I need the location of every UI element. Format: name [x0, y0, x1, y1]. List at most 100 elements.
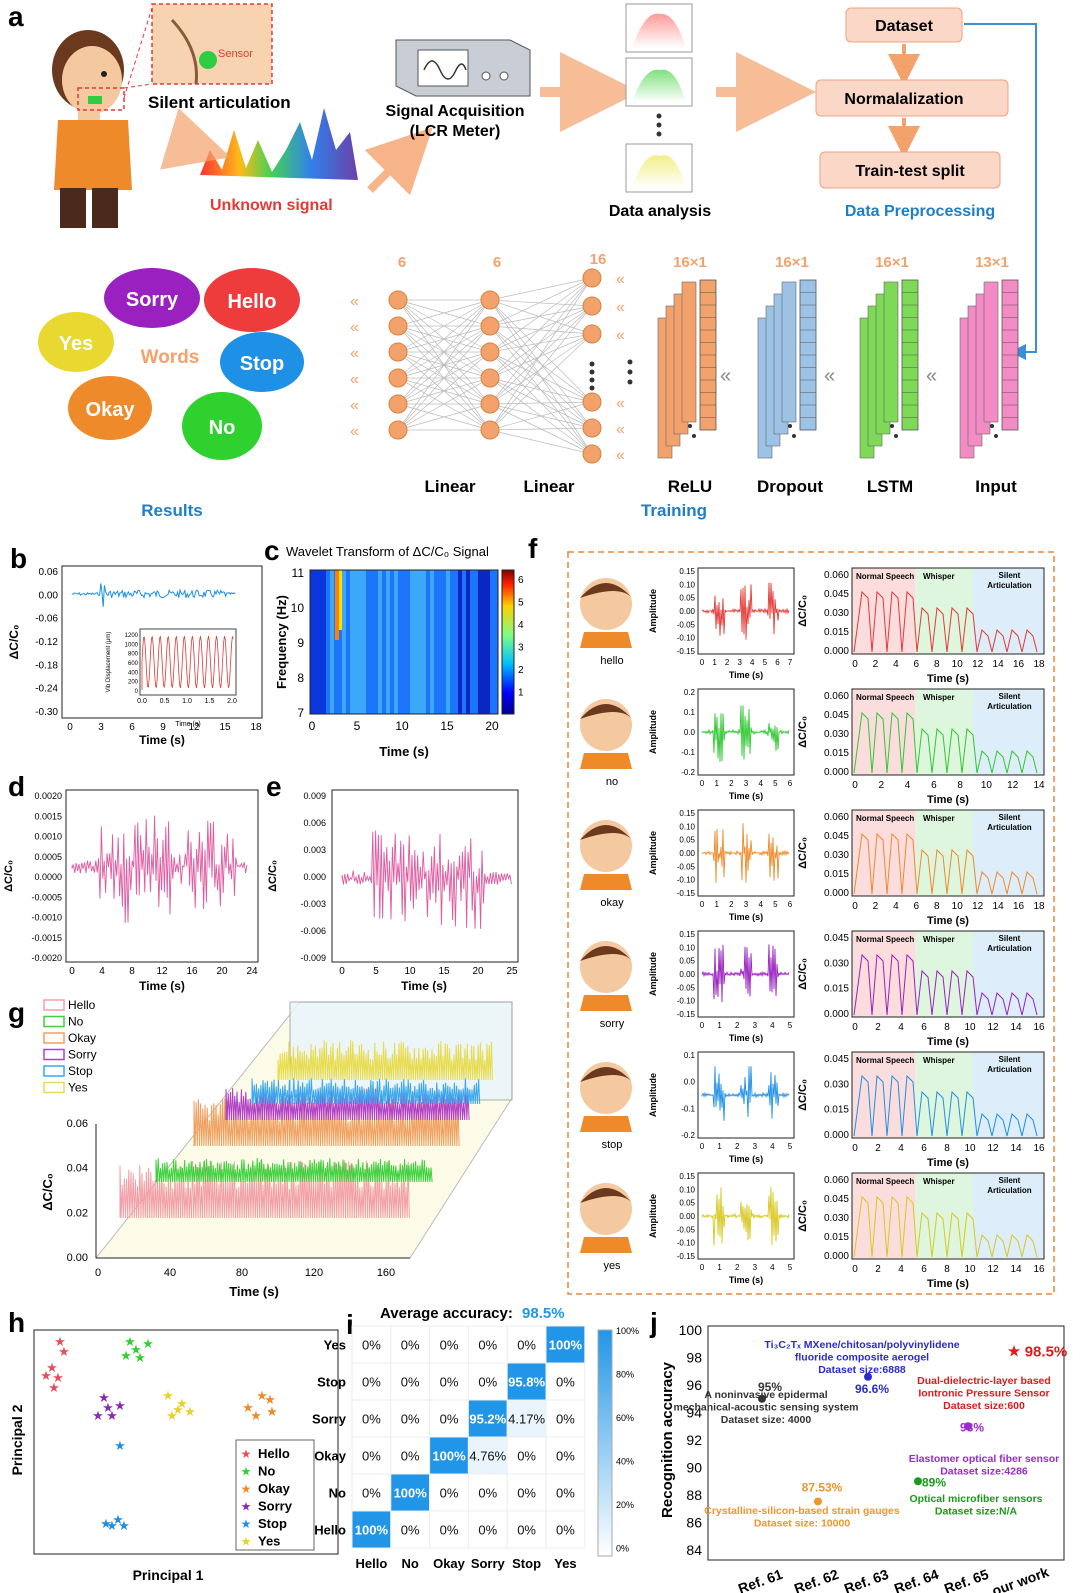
legend-label: Stop: [258, 1516, 287, 1531]
star-marker: ★: [48, 1380, 60, 1395]
name-dropout: Dropout: [757, 477, 823, 496]
point-description: Elastomer optical fiber sensor: [909, 1453, 1060, 1465]
x-tick-label: 40: [164, 1267, 176, 1279]
matrix-value: 0%: [517, 1486, 536, 1501]
heatmap-band: [342, 570, 346, 714]
point-description: Iontronic Pressure Sensor: [918, 1388, 1049, 1400]
x-tick-label: our work: [990, 1564, 1051, 1593]
zone-normal: Normal Speech: [856, 572, 914, 581]
x-tick-label: 18: [1033, 901, 1045, 912]
y-tick-label: 94: [686, 1405, 702, 1421]
x-tick-label: 2: [875, 1143, 881, 1154]
amplitude-label: Amplitude: [648, 1073, 658, 1117]
legend-label: Sorry: [258, 1499, 293, 1514]
matrix-value: 0%: [556, 1449, 575, 1464]
heatmap-band: [350, 570, 354, 714]
star-marker: ★: [92, 1408, 104, 1423]
legend-label: Hello: [68, 998, 96, 1012]
heatmap-band: [370, 570, 374, 714]
point-description: Ti₃C₂Tₓ MXene/chitosan/polyvinylidene: [764, 1339, 959, 1351]
capacitance-frame: [851, 809, 1045, 897]
chevron-left-icon: «: [350, 371, 359, 388]
dc-label: ΔC/C₀: [797, 1079, 809, 1111]
x-tick-label: 10: [952, 659, 964, 670]
y-tick-label: 0.00: [67, 1252, 88, 1264]
point-description: Dataset size: 10000: [754, 1518, 850, 1530]
col-label: Yes: [554, 1556, 576, 1571]
x-tick-label: 14: [993, 901, 1005, 912]
data-point: [814, 1497, 822, 1506]
layer-names: Linear Linear ReLU Dropout LSTM Input: [424, 477, 1017, 496]
matrix-cell: [351, 1436, 392, 1475]
x-tick-label: 2: [875, 1264, 881, 1275]
chevron-left-icon: «: [350, 319, 359, 336]
size-relu-nodes: 16: [590, 251, 607, 268]
data-analysis-thumbnails: [625, 3, 693, 193]
heatmap-band: [466, 570, 470, 714]
chart-d-xlabel: Time (s): [139, 979, 185, 993]
star-marker: ★: [266, 1404, 278, 1419]
time-label: Time (s): [729, 1275, 763, 1285]
time-label: Time (s): [927, 915, 969, 927]
x-tick-label: 8: [934, 901, 940, 912]
point-value: 87.53%: [802, 1480, 843, 1494]
heatmap-band: [474, 570, 478, 714]
x-tick-label: 5: [354, 719, 361, 733]
x-tick-label: 4: [905, 780, 911, 791]
x-tick-label: 4: [898, 1143, 904, 1154]
chart-b-signal: [71, 583, 236, 607]
y-tick-label: 0.15: [679, 1172, 695, 1181]
y-tick-label: -0.15: [677, 1252, 696, 1261]
time-label: Time (s): [927, 1036, 969, 1048]
star-marker: ★: [176, 1396, 188, 1411]
chart-i-title-value: 98.5%: [522, 1305, 565, 1322]
y-tick-label: 0.030: [824, 608, 849, 619]
point-value: 95%: [758, 1380, 782, 1394]
zone-silent: Silent: [999, 934, 1021, 943]
data-point: [914, 1477, 922, 1486]
panel-c: c Wavelet Transform of ΔC/C₀ Signal 1110…: [264, 535, 524, 759]
point-description: Dataset size:N/A: [935, 1506, 1018, 1518]
star-marker: ★: [106, 1518, 118, 1533]
heatmap-band: [482, 570, 486, 714]
y-tick-label: -0.0010: [31, 913, 62, 923]
legend-label: Yes: [258, 1534, 280, 1549]
matrix-value: 0%: [401, 1375, 420, 1390]
zone-whisper: Whisper: [923, 1056, 955, 1065]
colorbar-tick: 0%: [616, 1544, 629, 1554]
size-dropout: 16×1: [775, 254, 809, 271]
y-tick-label: 0.030: [824, 1079, 849, 1090]
y-tick-label: 800: [128, 652, 139, 658]
point-description: Crystalline-silicon-based strain gauges: [704, 1505, 900, 1517]
x-tick-label: 8: [129, 966, 135, 977]
matrix-value: 0%: [478, 1375, 497, 1390]
star-marker: ★: [52, 1370, 64, 1385]
x-tick-label: 0: [852, 1022, 858, 1033]
silent-articulation-label: Silent articulation: [148, 93, 291, 112]
x-tick-label: 4: [770, 1263, 775, 1272]
x-tick-label: 5: [788, 1142, 793, 1151]
star-icon: ★: [241, 1465, 252, 1479]
x-tick-label: 3: [753, 1142, 758, 1151]
results-label: Results: [141, 501, 202, 520]
x-tick-label: 14: [1010, 1022, 1022, 1033]
heatmap-band: [390, 570, 394, 714]
x-tick-label: 15: [440, 719, 454, 733]
matrix-cell: [506, 1399, 547, 1438]
row-label: No: [329, 1486, 346, 1501]
heatmap-band: [318, 570, 322, 714]
capacitance-signal: [853, 1195, 1038, 1258]
chart-e-xlabel: Time (s): [401, 979, 447, 993]
y-tick-label: -0.1: [681, 748, 695, 757]
colorbar-tick: 40%: [616, 1457, 634, 1467]
x-tick-label: 1: [717, 1263, 722, 1272]
heatmap-band: [422, 570, 426, 714]
star-marker: ★: [250, 1408, 262, 1423]
panel-letter-h: h: [8, 1307, 25, 1338]
y-tick-label: -0.006: [300, 926, 326, 936]
y-tick-label: 0.045: [824, 1194, 849, 1205]
y-tick-label: 84: [686, 1542, 702, 1558]
lcr-meter-icon: [395, 39, 531, 97]
data-point: [864, 1372, 872, 1381]
row-label: Okay: [314, 1449, 347, 1464]
